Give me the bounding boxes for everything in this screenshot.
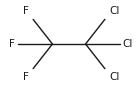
Text: Cl: Cl [109, 6, 119, 16]
Text: F: F [23, 6, 29, 16]
Text: Cl: Cl [123, 39, 133, 49]
Text: F: F [9, 39, 15, 49]
Text: Cl: Cl [109, 72, 119, 82]
Text: F: F [23, 72, 29, 82]
